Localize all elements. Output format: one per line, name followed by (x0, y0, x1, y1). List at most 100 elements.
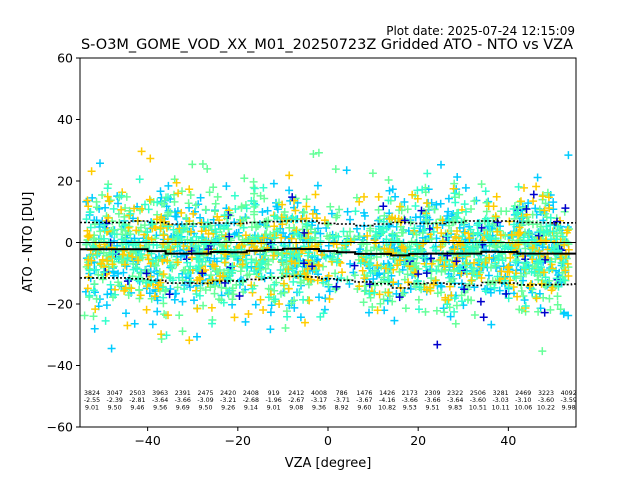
bin-count: 3963 (152, 390, 168, 397)
bin-mean: -2.39 (107, 397, 123, 404)
bin-mean: -3.64 (447, 397, 463, 404)
x-tick-label: −40 (134, 433, 160, 448)
bin-count: 3281 (493, 390, 509, 397)
bin-count: 1476 (356, 390, 372, 397)
x-axis-label: VZA [degree] (285, 456, 372, 471)
bin-stat-column: 2391-3.669.69 (175, 390, 191, 412)
bin-mean: -2.81 (129, 397, 145, 404)
bin-mean: -3.66 (424, 397, 440, 404)
bin-stat-column: 2412-2.679.08 (288, 390, 304, 412)
bin-stat-column: 2420-3.219.26 (220, 390, 236, 412)
plot-date: Plot date: 2025-07-24 12:15:09 (386, 24, 575, 38)
bin-mean: -3.66 (402, 397, 418, 404)
bin-mean: -4.16 (379, 397, 395, 404)
bin-count: 2391 (175, 390, 191, 397)
bin-std: 9.14 (244, 405, 258, 412)
bin-count: 2322 (447, 390, 463, 397)
bin-std: 9.98 (562, 405, 576, 412)
bin-count: 2408 (243, 390, 259, 397)
bin-std: 9.50 (198, 405, 212, 412)
bin-std: 9.53 (403, 405, 417, 412)
bin-count: 3223 (538, 390, 554, 397)
bin-stat-column: 2309-3.669.51 (424, 390, 440, 412)
y-tick-label: −40 (47, 358, 73, 373)
bin-mean: -3.03 (492, 397, 508, 404)
bin-count: 2503 (129, 390, 145, 397)
bin-count: 2506 (470, 390, 486, 397)
bin-count: 2475 (197, 390, 213, 397)
bin-mean: -1.96 (265, 397, 281, 404)
bin-stat-column: 2322-3.649.83 (447, 390, 463, 412)
bin-mean: -2.55 (84, 397, 100, 404)
bin-mean: -3.60 (538, 397, 554, 404)
bin-count: 3824 (84, 390, 100, 397)
bin-std: 9.69 (176, 405, 190, 412)
bin-mean: -3.60 (470, 397, 486, 404)
bin-count: 4008 (311, 390, 327, 397)
bin-std: 9.36 (312, 405, 326, 412)
bin-mean: -3.59 (561, 397, 577, 404)
bin-std: 9.83 (448, 405, 462, 412)
mean-line (80, 247, 576, 257)
bin-mean: -3.09 (197, 397, 213, 404)
bin-count: 919 (268, 390, 280, 397)
statistic-lines (80, 220, 576, 289)
bin-mean: -3.17 (311, 397, 327, 404)
bin-std: 9.50 (108, 405, 122, 412)
y-tick-label: 0 (65, 235, 73, 250)
y-axis-label: ATO - NTO [DU] (21, 192, 36, 293)
bin-std: 9.60 (357, 405, 371, 412)
bin-mean: -3.66 (175, 397, 191, 404)
chart-title: S-O3M_GOME_VOD_XX_M01_20250723Z Gridded … (81, 37, 573, 53)
bin-stat-column: 1476-3.679.60 (356, 390, 372, 412)
bin-std: 9.08 (289, 405, 303, 412)
y-tick-label: −20 (47, 297, 73, 312)
bin-stat-column: 3963-3.649.56 (152, 390, 168, 412)
bin-count: 2173 (402, 390, 418, 397)
bin-mean: -2.67 (288, 397, 304, 404)
bin-std: 10.22 (537, 405, 555, 412)
x-tick-label: −20 (225, 433, 251, 448)
bin-mean: -3.67 (356, 397, 372, 404)
bin-mean: -3.21 (220, 397, 236, 404)
bin-std: 9.01 (267, 405, 281, 412)
bin-stat-column: 3824-2.559.01 (84, 390, 100, 412)
bin-std: 9.56 (153, 405, 167, 412)
bin-stat-column: 4092-3.599.98 (561, 390, 577, 412)
bin-std: 10.06 (514, 405, 532, 412)
bin-mean: -2.68 (243, 397, 259, 404)
bin-std: 10.82 (378, 405, 396, 412)
bin-count: 2309 (424, 390, 440, 397)
bin-mean: -3.71 (334, 397, 350, 404)
bin-stat-column: 2503-2.819.46 (129, 390, 145, 412)
bin-stat-column: 4008-3.179.36 (311, 390, 327, 412)
y-tick-label: 40 (57, 112, 73, 127)
bin-stat-column: 2408-2.689.14 (243, 390, 259, 412)
axes: −40 −20 0 20 40 −60 −40 −20 0 20 40 60 (47, 51, 517, 449)
bin-std: 8.92 (335, 405, 349, 412)
bin-count: 2420 (220, 390, 236, 397)
bin-stat-column: 3047-2.399.50 (107, 390, 123, 412)
y-tick-label: −60 (47, 420, 73, 435)
bin-std: 10.51 (469, 405, 487, 412)
bin-count: 3047 (107, 390, 123, 397)
bin-count: 2469 (515, 390, 531, 397)
bin-std: 9.46 (130, 405, 144, 412)
bin-count: 1426 (379, 390, 395, 397)
bin-count: 2412 (288, 390, 304, 397)
x-tick-label: 20 (410, 433, 426, 448)
x-tick-label: 0 (324, 433, 332, 448)
bin-std: 10.11 (492, 405, 510, 412)
bin-mean: -3.64 (152, 397, 168, 404)
bin-std: 9.01 (85, 405, 99, 412)
lower-std-line (80, 275, 576, 289)
y-tick-label: 20 (57, 174, 73, 189)
x-tick-label: 40 (500, 433, 516, 448)
upper-std-line (80, 220, 576, 227)
